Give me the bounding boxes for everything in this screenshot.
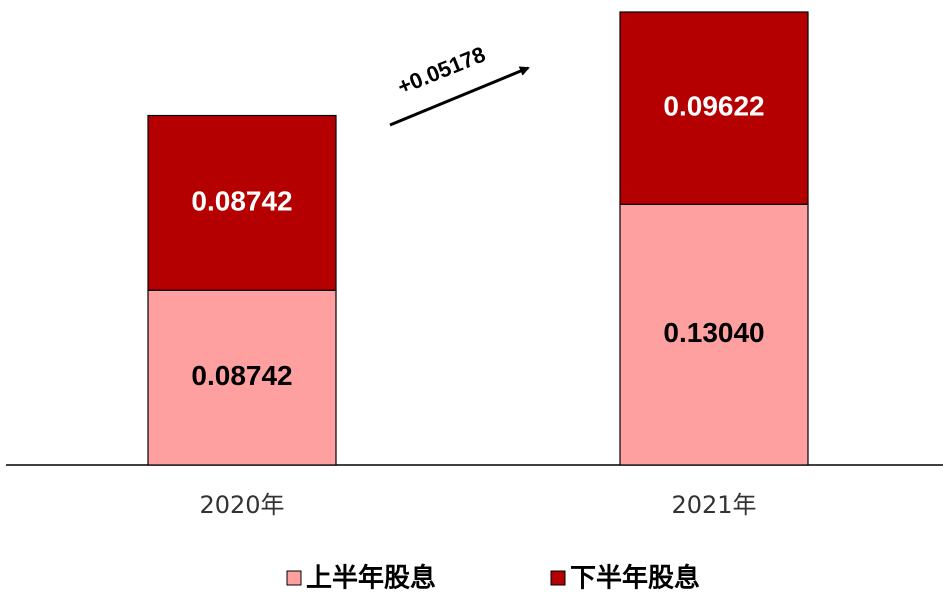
legend-label: 上半年股息 <box>306 563 436 593</box>
legend-swatch <box>550 570 566 586</box>
value-label: 0.08742 <box>191 185 292 216</box>
bar-segment <box>147 289 337 466</box>
bar-segment <box>147 114 337 291</box>
legend-label: 下半年股息 <box>570 563 700 593</box>
value-label: 0.08742 <box>191 360 292 391</box>
legend-swatch <box>286 570 302 586</box>
value-label: 0.13040 <box>663 317 764 348</box>
bar-segment <box>619 203 809 466</box>
value-label: 0.09622 <box>663 91 764 122</box>
x-tick-label: 2021年 <box>671 491 756 519</box>
arrow <box>389 66 530 127</box>
x-tick-label: 2020年 <box>199 491 284 519</box>
bar-segment <box>619 11 809 205</box>
